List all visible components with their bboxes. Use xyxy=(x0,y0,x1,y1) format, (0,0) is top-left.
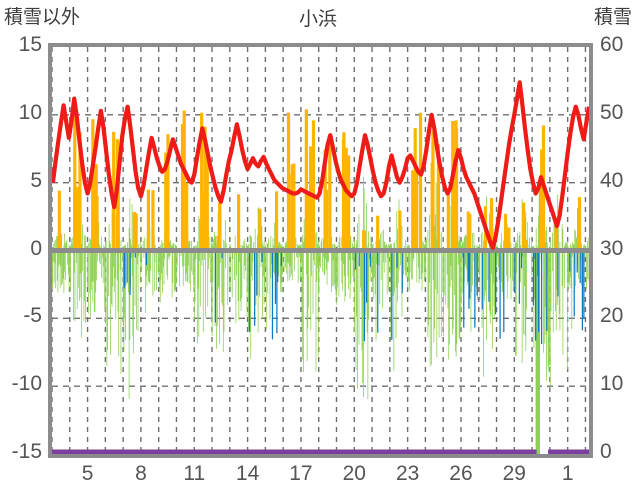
plot-area xyxy=(48,43,593,458)
x-axis-tick: 11 xyxy=(183,462,206,485)
x-axis-tick: 1 xyxy=(561,462,574,485)
precipitation-bars xyxy=(123,250,585,345)
y-axis-tick-right: 0 xyxy=(600,440,612,463)
y-axis-tick-right: 20 xyxy=(600,304,624,328)
y-axis-tick-right: 10 xyxy=(600,372,624,396)
y-axis-tick-left: 5 xyxy=(30,168,42,192)
x-axis-tick: 26 xyxy=(449,462,473,485)
x-axis-tick: 8 xyxy=(135,462,147,485)
y-axis-tick-left: -5 xyxy=(23,304,42,328)
chart-canvas xyxy=(52,47,589,454)
x-axis-tick: 20 xyxy=(342,462,366,485)
y-axis-tick-right: 50 xyxy=(600,100,624,124)
y-axis-tick-right: 40 xyxy=(600,168,624,192)
right-axis-title: 積雪 xyxy=(593,6,632,28)
x-axis-tick: 23 xyxy=(395,462,420,485)
y-axis-tick-left: 0 xyxy=(30,236,42,260)
temperature-line xyxy=(52,80,589,250)
y-axis-tick-left: 10 xyxy=(18,100,42,124)
y-axis-tick-left: -10 xyxy=(11,372,42,396)
y-axis-tick-left: 15 xyxy=(18,33,42,56)
y-axis-tick-right: 60 xyxy=(600,33,624,56)
wind-bars xyxy=(52,174,589,454)
x-axis-tick: 5 xyxy=(81,462,94,485)
x-axis-tick: 14 xyxy=(235,462,260,485)
page-title: 小浜 xyxy=(298,8,337,30)
x-axis-tick: 17 xyxy=(289,462,313,485)
x-axis-tick: 29 xyxy=(502,462,526,485)
plot-inner xyxy=(52,47,589,454)
left-axis-title: 積雪以外 xyxy=(4,6,81,28)
y-axis-tick-right: 30 xyxy=(600,236,624,260)
y-axis-tick-left: -15 xyxy=(11,440,42,463)
